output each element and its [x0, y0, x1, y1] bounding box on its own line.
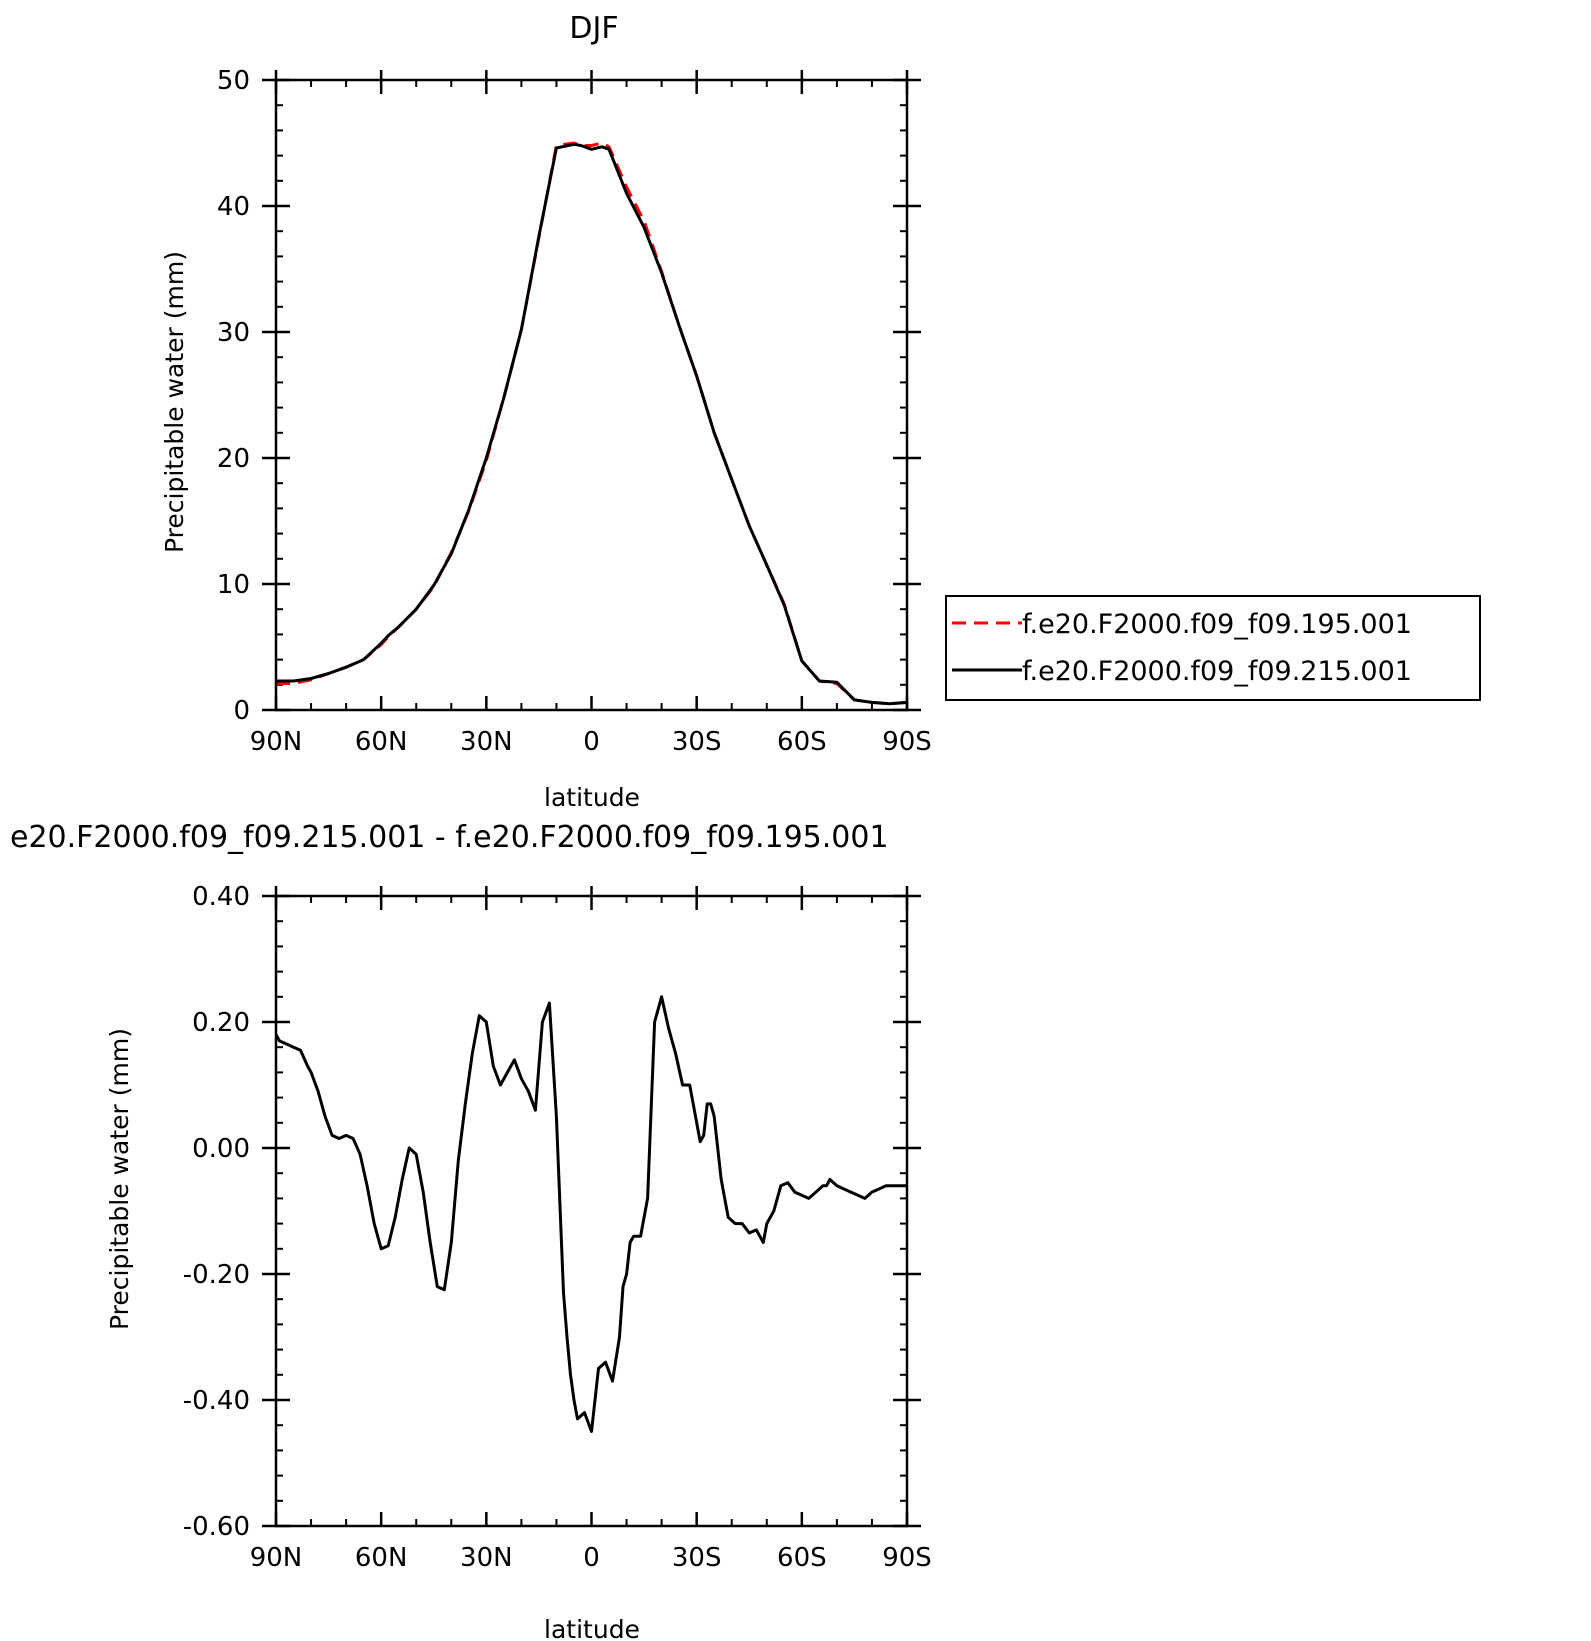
bottom-xtick-label: 0	[583, 1543, 600, 1573]
bottom-plot-title: e20.F2000.f09_f09.215.001 - f.e20.F2000.…	[10, 820, 889, 855]
bottom-xtick-label: 30S	[672, 1543, 722, 1573]
top-plot-title: DJF	[569, 11, 618, 46]
legend-box	[945, 595, 1481, 701]
top-ytick-label: 0	[233, 696, 250, 726]
top-ytick-label: 30	[217, 318, 250, 348]
bottom-plot-frame	[274, 894, 909, 1528]
bottom-ytick-label: -0.60	[183, 1512, 250, 1542]
top-ytick-label: 10	[217, 570, 250, 600]
top-ytick-label: 50	[217, 66, 250, 96]
top-series-line-0	[276, 141, 908, 706]
top-xtick-label: 0	[583, 727, 600, 757]
bottom-xtick-label: 90S	[882, 1543, 932, 1573]
legend-label-215: f.e20.F2000.f09_f09.215.001	[1022, 656, 1412, 687]
bottom-series-line-0	[274, 995, 907, 1433]
top-xtick-label: 90N	[250, 727, 303, 757]
top-ytick-label: 40	[217, 192, 250, 222]
bottom-xtick-label: 60S	[777, 1543, 827, 1573]
bottom-ytick-label: 0.00	[192, 1134, 250, 1164]
top-xtick-label: 90S	[882, 727, 932, 757]
bottom-ytick-label: 0.40	[192, 882, 250, 912]
legend: f.e20.F2000.f09_f09.195.001 f.e20.F2000.…	[945, 595, 1481, 701]
bottom-plot-ticks: 90N 60N 30N 0 30S 60S 90S -0.60 -0.40 -0.20 0.00 0.…	[183, 882, 932, 1573]
top-xtick-label: 60N	[355, 727, 408, 757]
mean-precipitable-water-plot: DJF Precipitable water (mm) latitude 90N…	[160, 11, 1481, 812]
top-xtick-label: 30S	[672, 727, 722, 757]
difference-plot: e20.F2000.f09_f09.215.001 - f.e20.F2000.…	[10, 820, 932, 1641]
bottom-xtick-label: 60N	[355, 1543, 408, 1573]
bottom-plot-ylabel: Precipitable water (mm)	[105, 1028, 134, 1330]
top-plot-series	[276, 141, 908, 706]
bottom-ytick-label: -0.40	[183, 1386, 250, 1416]
top-xtick-label: 30N	[460, 727, 513, 757]
bottom-plot-xlabel: latitude	[544, 1615, 640, 1641]
top-series-line-1	[276, 142, 908, 706]
bottom-ytick-label: 0.20	[192, 1008, 250, 1038]
top-plot-xlabel: latitude	[544, 783, 640, 812]
top-plot-frame	[274, 78, 909, 712]
bottom-ytick-label: -0.20	[183, 1260, 250, 1290]
top-ytick-label: 20	[217, 444, 250, 474]
top-xtick-label: 60S	[777, 727, 827, 757]
bottom-xtick-label: 30N	[460, 1543, 513, 1573]
legend-label-195: f.e20.F2000.f09_f09.195.001	[1022, 609, 1412, 640]
top-plot-ticks: 90N 60N 30N 0 30S 60S 90S 0 10 20 30 40 50	[217, 66, 932, 757]
bottom-plot-series	[274, 995, 907, 1433]
bottom-xtick-label: 90N	[250, 1543, 303, 1573]
top-plot-ylabel: Precipitable water (mm)	[160, 251, 189, 553]
